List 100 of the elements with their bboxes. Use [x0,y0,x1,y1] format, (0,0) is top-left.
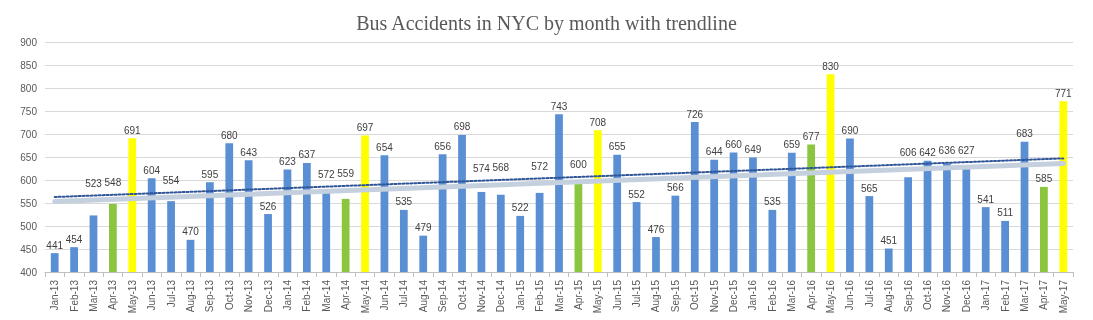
x-tick-label: Aug-14 [417,279,429,313]
x-tick-label: May-13 [126,279,138,314]
y-tick-label: 800 [20,82,38,94]
x-tick-label: May-14 [359,279,371,314]
x-tick-label: May-17 [1057,279,1069,314]
y-tick-label: 400 [20,266,38,278]
data-label: 572 [531,160,549,172]
data-label: 636 [938,145,956,157]
data-label: 585 [1035,173,1053,185]
data-label: 683 [1016,128,1034,140]
data-label: 554 [162,175,180,187]
data-label: 680 [220,129,239,141]
x-tick-label: Jul-15 [631,279,643,308]
data-label: 627 [957,144,976,156]
data-label: 644 [705,146,723,158]
data-label: 659 [783,139,801,151]
x-tick-label: Nov-13 [243,279,255,313]
data-label: 677 [802,131,820,143]
data-label: 572 [317,169,336,181]
data-label: 726 [686,108,704,120]
data-label: 541 [977,193,995,205]
x-tick-label: Jun-13 [146,279,158,311]
x-tick-label: Apr-15 [572,279,584,311]
x-tick-label: Jul-16 [863,279,875,308]
data-label: 454 [65,233,83,245]
data-label: 690 [841,125,859,137]
data-label: 771 [1054,87,1073,99]
y-tick-label: 700 [20,128,38,140]
data-label: 476 [647,223,665,235]
y-tick-label: 500 [20,220,38,232]
x-tick-label: Jan-17 [980,279,992,311]
data-label: 552 [628,188,646,200]
x-tick-label: Mar-17 [1019,279,1031,312]
data-label: 743 [550,100,568,112]
x-tick-label: Jan-13 [49,279,61,311]
data-label: 606 [899,146,917,158]
y-tick-label: 450 [20,243,38,255]
data-label: 691 [123,124,142,136]
x-tick-label: Aug-13 [184,279,196,313]
x-tick-label: May-16 [825,279,837,314]
data-label: 604 [143,164,161,176]
x-tick-label: Dec-13 [262,279,274,313]
y-tick-label: 550 [20,197,38,209]
data-label: 830 [822,60,840,72]
data-label: 568 [492,162,510,174]
x-tick-label: Mar-14 [320,279,332,312]
x-tick-label: Apr-13 [107,279,119,311]
x-tick-label: Oct-15 [689,279,701,311]
data-label: 574 [473,163,491,175]
x-tick-label: Jun-16 [844,279,856,311]
x-tick-label: Jul-13 [165,279,177,308]
data-label: 479 [414,222,433,234]
x-tick-label: Mar-15 [553,279,565,312]
x-tick-label: May-15 [592,279,604,314]
data-label: 656 [434,140,452,152]
x-tick-label: Feb-16 [766,279,778,312]
y-tick-label: 650 [20,151,38,163]
data-label: 441 [46,239,64,251]
x-tick-label: Dec-15 [728,279,740,313]
x-tick-label: Nov-15 [708,279,720,313]
data-label: 708 [589,116,607,128]
data-label: 566 [667,182,685,194]
data-label: 623 [279,155,297,167]
x-tick-label: Oct-14 [456,279,468,311]
y-tick-label: 600 [20,174,38,186]
data-label: 649 [744,143,762,155]
x-tick-label: Mar-16 [786,279,798,312]
data-label: 595 [201,168,219,180]
x-tick-label: Aug-15 [650,279,662,313]
x-tick-label: Feb-14 [301,279,313,312]
x-tick-label: Sep-16 [902,279,914,313]
data-label: 559 [337,168,355,180]
x-tick-label: Nov-14 [475,279,487,313]
data-label: 451 [880,235,898,247]
data-label: 600 [570,159,588,171]
data-label: 637 [298,149,316,161]
x-tick-label: Jan-16 [747,279,759,311]
x-tick-label: Sep-15 [669,279,681,313]
data-label: 535 [764,196,782,208]
data-label: 511 [997,207,1014,219]
data-label: 470 [182,226,200,238]
x-tick-label: Feb-17 [999,279,1011,312]
x-tick-label: Dec-14 [495,279,507,313]
x-tick-label: Dec-16 [960,279,972,313]
data-label: 565 [861,182,879,194]
data-label: 526 [259,200,277,212]
x-tick-label: Mar-13 [87,279,99,312]
data-label: 523 [85,178,103,190]
data-label: 522 [511,202,529,214]
x-tick-label: Feb-15 [534,279,546,312]
data-label: 697 [356,121,374,133]
x-tick-label: Aug-16 [883,279,895,313]
y-tick-label: 900 [20,36,38,48]
x-tick-label: Sep-14 [437,279,449,313]
x-tick-label: Oct-13 [223,279,235,311]
y-tick-label: 850 [20,59,38,71]
data-label: 655 [608,141,626,153]
x-tick-label: Apr-17 [1038,279,1050,311]
y-tick-label: 750 [20,105,38,117]
x-tick-label: Jan-14 [281,279,293,311]
